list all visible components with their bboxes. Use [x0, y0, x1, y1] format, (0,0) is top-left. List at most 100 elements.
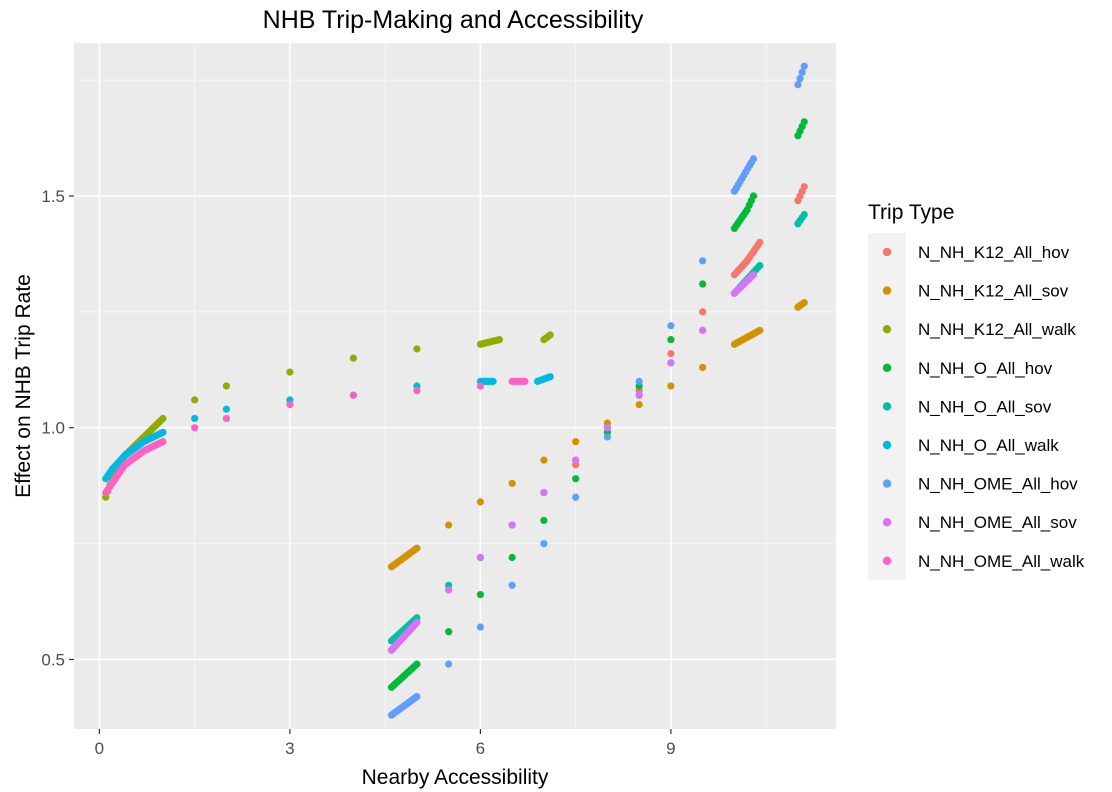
- data-point: [222, 382, 230, 390]
- data-point: [191, 396, 199, 404]
- data-point: [521, 377, 529, 385]
- data-point: [635, 391, 643, 399]
- x-axis-label: Nearby Accessibility: [362, 766, 549, 789]
- data-point: [794, 220, 802, 228]
- legend-label: N_NH_OME_All_sov: [918, 513, 1077, 532]
- data-point: [800, 183, 808, 191]
- x-axis: 0 3 6 9: [95, 729, 676, 758]
- data-point: [699, 326, 707, 334]
- series-N_NH_O_All_hov: [387, 118, 808, 691]
- data-point: [476, 382, 484, 390]
- data-point: [540, 456, 548, 464]
- data-point: [749, 155, 758, 163]
- legend-label: N_NH_O_All_sov: [918, 397, 1052, 416]
- legend-label: N_NH_OME_All_walk: [918, 552, 1085, 571]
- data-point: [635, 400, 643, 409]
- data-point: [108, 479, 116, 487]
- data-point: [489, 377, 497, 385]
- data-point: [800, 210, 808, 219]
- data-point: [222, 414, 230, 423]
- data-point: [749, 271, 758, 279]
- legend-key-N_NH_O_All_hov: [882, 363, 892, 372]
- data-point: [667, 322, 675, 330]
- data-point: [635, 377, 643, 385]
- data-point: [794, 81, 802, 89]
- legend-label: N_NH_K12_All_sov: [918, 282, 1069, 301]
- data-point: [445, 628, 453, 636]
- data-point: [756, 261, 764, 270]
- data-point: [667, 349, 675, 358]
- legend-label: N_NH_O_All_walk: [918, 436, 1059, 455]
- data-point: [508, 581, 516, 589]
- chart-title: NHB Trip-Making and Accessibility: [263, 6, 644, 34]
- data-point: [102, 489, 110, 497]
- data-point: [730, 340, 739, 348]
- data-point: [743, 206, 751, 214]
- data-point: [140, 447, 148, 455]
- data-point: [108, 465, 116, 474]
- data-point: [756, 238, 764, 246]
- data-point: [413, 692, 421, 701]
- series-N_NH_OME_All_hov: [387, 62, 808, 719]
- data-point: [140, 438, 148, 446]
- data-point: [476, 623, 484, 631]
- data-point: [508, 377, 516, 385]
- data-point: [413, 618, 421, 626]
- y-tick-label: 1.5: [41, 187, 65, 206]
- data-point: [730, 224, 739, 233]
- legend-key-N_NH_OME_All_sov: [882, 518, 892, 527]
- data-point: [413, 387, 421, 395]
- data-point: [349, 354, 357, 362]
- data-point: [387, 637, 396, 645]
- series-N_NH_OME_All_sov: [387, 271, 758, 654]
- legend-label: N_NH_O_All_hov: [918, 359, 1053, 378]
- data-point: [699, 257, 707, 265]
- data-point: [191, 414, 199, 423]
- legend-key-N_NH_OME_All_walk: [882, 556, 892, 565]
- data-point: [730, 187, 739, 195]
- y-tick-label: 1.0: [41, 419, 65, 438]
- data-point: [349, 391, 357, 399]
- data-point: [387, 711, 396, 719]
- data-point: [730, 271, 739, 279]
- data-point: [743, 257, 751, 265]
- data-point: [540, 489, 548, 497]
- data-point: [572, 438, 580, 446]
- data-point: [121, 451, 129, 460]
- data-point: [603, 424, 612, 432]
- data-point: [749, 192, 758, 200]
- data-point: [794, 303, 802, 311]
- y-axis-label: Effect on NHB Trip Rate: [12, 274, 35, 498]
- data-point: [445, 521, 453, 529]
- x-tick-label: 6: [476, 739, 485, 758]
- data-point: [540, 516, 548, 525]
- legend-label: N_NH_K12_All_walk: [918, 320, 1076, 339]
- data-point: [476, 590, 484, 599]
- legend-key-N_NH_K12_All_walk: [882, 325, 892, 334]
- data-point: [121, 461, 129, 469]
- data-point: [756, 326, 764, 334]
- y-axis: 0.5 1.0 1.5: [41, 187, 74, 669]
- data-point: [667, 382, 675, 390]
- legend-key-N_NH_K12_All_hov: [882, 247, 892, 257]
- data-point: [159, 428, 167, 436]
- legend-key-N_NH_O_All_walk: [882, 440, 892, 450]
- plot-panel: [74, 43, 836, 729]
- data-points: [102, 62, 808, 719]
- legend: Trip Type N_NH_K12_All_hov N_NH_K12_All_s…: [868, 201, 1085, 580]
- data-point: [445, 586, 453, 594]
- data-point: [546, 373, 554, 381]
- data-point: [508, 521, 516, 529]
- legend-key-N_NH_K12_All_sov: [882, 286, 892, 295]
- data-point: [476, 340, 484, 348]
- data-point: [546, 331, 554, 339]
- data-point: [540, 539, 548, 548]
- data-point: [508, 479, 516, 487]
- legend-label: N_NH_K12_All_hov: [918, 243, 1070, 262]
- data-point: [800, 62, 808, 70]
- data-point: [794, 196, 802, 205]
- data-point: [730, 289, 739, 297]
- data-point: [191, 424, 199, 432]
- y-tick-label: 0.5: [41, 650, 65, 669]
